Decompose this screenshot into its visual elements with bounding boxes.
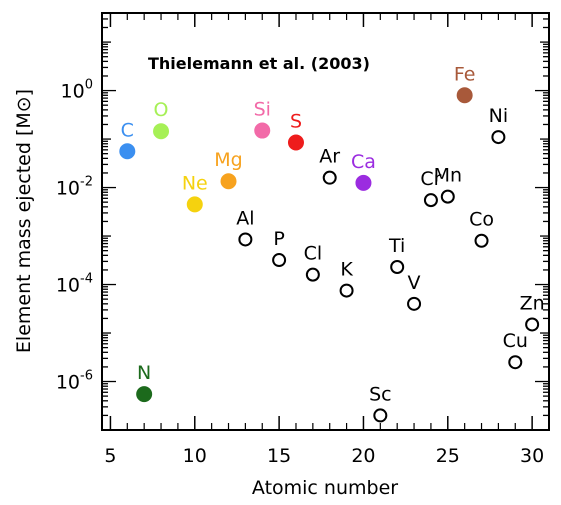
point-label-v: V (408, 272, 421, 294)
point-label-cl: Cl (304, 243, 323, 265)
point-label-si: Si (254, 99, 271, 121)
point-ni (491, 130, 506, 145)
point-o (153, 123, 170, 140)
point-mg (220, 173, 237, 190)
point-label-zn: Zn (520, 292, 545, 314)
point-v (407, 296, 422, 311)
point-si (254, 122, 271, 139)
y-tick-label: 10-2 (56, 175, 93, 200)
point-ne (186, 196, 203, 213)
point-ti (390, 259, 405, 274)
y-axis-ticks: 10-6 10-4 10-2 100 (56, 18, 549, 431)
point-sc (373, 408, 388, 423)
point-label-ar: Ar (319, 146, 340, 168)
point-label-c: C (121, 119, 134, 141)
point-label-mg: Mg (214, 149, 242, 171)
point-label-co: Co (469, 209, 494, 231)
point-label-ti: Ti (388, 235, 405, 257)
point-mn (440, 189, 455, 204)
point-cu (508, 355, 523, 370)
point-label-k: K (340, 259, 353, 281)
point-p (272, 253, 287, 268)
point-zn (525, 317, 540, 332)
point-ca (355, 174, 372, 191)
point-fe (456, 87, 473, 104)
chart-annotation: Thielemann et al. (2003) (148, 54, 370, 73)
point-label-fe: Fe (454, 63, 476, 85)
point-c (119, 143, 136, 160)
point-label-mn: Mn (434, 165, 462, 187)
point-cl (305, 267, 320, 282)
point-co (474, 233, 489, 248)
point-label-ne: Ne (182, 172, 208, 194)
point-label-ni: Ni (489, 105, 509, 127)
x-tick-label: 10 (183, 445, 207, 467)
x-tick-label: 30 (520, 445, 544, 467)
point-k (339, 283, 354, 298)
x-tick-label: 15 (267, 445, 291, 467)
point-label-al: Al (236, 207, 254, 229)
point-label-ca: Ca (351, 151, 376, 173)
y-tick-label: 100 (61, 78, 93, 103)
x-tick-label: 20 (351, 445, 375, 467)
point-ar (322, 170, 337, 185)
point-label-cu: Cu (503, 330, 528, 352)
y-tick-label: 10-4 (56, 272, 93, 297)
point-label-o: O (154, 99, 169, 121)
point-al (238, 232, 253, 247)
point-n (136, 386, 153, 403)
point-label-sc: Sc (369, 383, 392, 405)
y-axis-label: Element mass ejected [M⊙] (13, 89, 35, 353)
x-axis-label: Atomic number (252, 477, 398, 499)
x-tick-label: 25 (436, 445, 460, 467)
point-label-s: S (290, 110, 302, 132)
x-axis-ticks: 5 10 15 20 25 30 (104, 13, 550, 467)
y-tick-label: 10-6 (56, 369, 93, 394)
point-cr (423, 193, 438, 208)
x-tick-label: 5 (104, 445, 116, 467)
point-s (287, 134, 304, 151)
point-label-cr: Cr (420, 168, 441, 190)
point-label-p: P (273, 228, 284, 250)
point-label-n: N (137, 362, 151, 384)
